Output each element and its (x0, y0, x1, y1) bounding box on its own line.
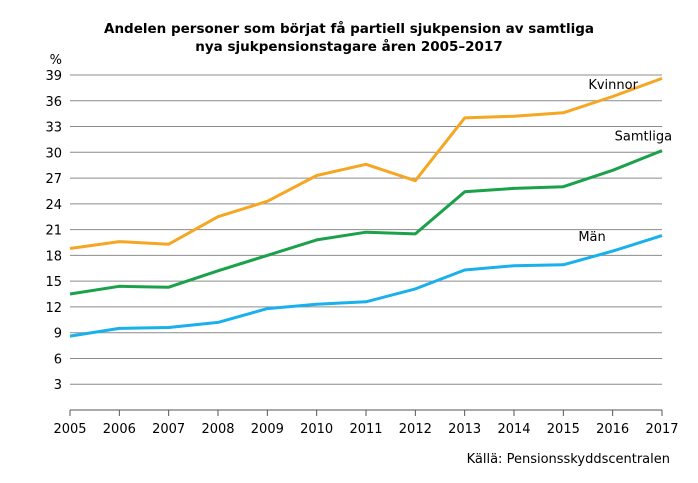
x-tick-label: 2015 (547, 422, 580, 437)
source-note: Källä: Pensionsskyddscentralen (466, 452, 670, 467)
x-tick-label: 2009 (251, 422, 284, 437)
series-label: Kvinnor (588, 78, 638, 93)
x-tick-label: 2011 (349, 422, 382, 437)
gridlines (70, 74, 662, 385)
series-line-män (69, 234, 663, 338)
y-tick-label: 36 (45, 95, 62, 110)
x-tick-label: 2012 (399, 422, 432, 437)
y-tick-label: 6 (54, 352, 62, 367)
x-tick-label: 2007 (152, 422, 185, 437)
x-tick-label: 2017 (645, 422, 678, 437)
series-lines (69, 76, 663, 338)
y-tick-label: 12 (45, 301, 62, 316)
y-tick-label: 30 (45, 146, 62, 161)
x-tick-label: 2014 (497, 422, 530, 437)
x-tick-label: 2006 (103, 422, 136, 437)
y-tick-label: 39 (45, 69, 62, 84)
series-line-kvinnor (69, 76, 663, 250)
series-label: Samtliga (615, 129, 672, 144)
chart-title: Andelen personer som börjat få partiell … (0, 20, 698, 56)
chart-title-line1: Andelen personer som börjat få partiell … (104, 21, 594, 37)
x-tick-label: 2010 (300, 422, 333, 437)
y-tick-label: 21 (45, 224, 62, 239)
y-tick-label: 24 (45, 198, 62, 213)
y-tick-label: 15 (45, 275, 62, 290)
x-tick-label: 2005 (53, 422, 86, 437)
series-labels: Kvinnor Samtliga Män (578, 78, 672, 245)
x-tick-label: 2008 (201, 422, 234, 437)
x-tick-label: 2013 (448, 422, 481, 437)
chart-title-line2: nya sjukpensionstagare åren 2005–2017 (195, 39, 503, 55)
y-unit-label: % (50, 53, 62, 68)
y-tick-label: 3 (54, 378, 62, 393)
y-tick-label: 27 (45, 172, 62, 187)
series-label: Män (578, 230, 605, 245)
y-tick-label: 9 (54, 327, 62, 342)
y-tick-label: 33 (45, 121, 62, 136)
y-tick-label: 18 (45, 249, 62, 264)
series-line-samtliga (69, 149, 663, 296)
x-tick-label: 2016 (596, 422, 629, 437)
